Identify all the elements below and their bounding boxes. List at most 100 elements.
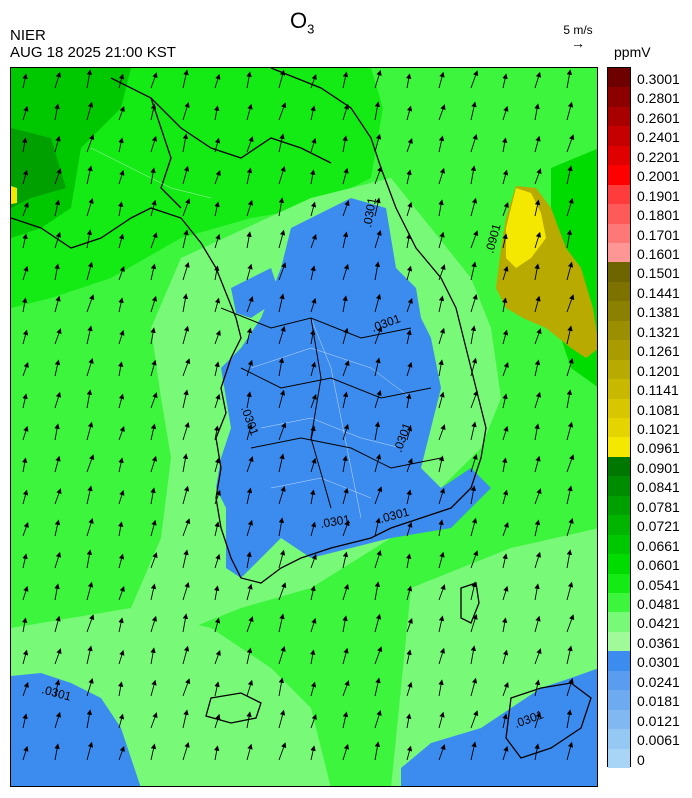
wind-arrow-icon xyxy=(374,486,383,505)
wind-arrow-icon xyxy=(374,69,382,89)
wind-arrow-icon xyxy=(22,425,29,441)
wind-arrow-icon xyxy=(150,327,156,345)
wind-arrow-icon xyxy=(566,581,574,601)
wind-arrow-icon xyxy=(246,519,254,537)
contour-label: .0301 xyxy=(319,512,351,531)
wind-arrow-icon xyxy=(54,168,62,185)
wind-arrow-icon xyxy=(438,167,446,185)
wind-arrow-icon xyxy=(406,329,412,345)
wind-arrow-icon xyxy=(118,233,125,249)
wind-arrow-icon xyxy=(246,231,252,249)
wind-arrow-icon xyxy=(182,101,190,121)
wind-arrow-icon xyxy=(534,551,542,569)
province-borders xyxy=(220,307,442,509)
wind-arrow-icon xyxy=(566,229,573,249)
wind-arrow-icon xyxy=(22,169,29,185)
wind-arrow-icon xyxy=(182,69,189,89)
wind-arrow-icon xyxy=(278,549,286,569)
wind-arrow-icon xyxy=(566,421,574,441)
wind-arrow-icon xyxy=(502,329,509,345)
wind-arrow-icon xyxy=(246,71,252,89)
legend-tick-label: 0.0121 xyxy=(637,712,680,729)
wind-arrow-icon xyxy=(310,521,317,537)
wind-arrow-icon xyxy=(214,137,221,153)
legend-swatch xyxy=(608,456,630,477)
legend-tick-label: 0.0061 xyxy=(637,732,680,749)
wind-arrow-icon xyxy=(566,709,573,729)
legend-swatch xyxy=(608,379,630,400)
wind-arrow-icon xyxy=(182,613,189,633)
legend-tick-label: 0.0301 xyxy=(637,654,680,671)
wind-arrow-icon xyxy=(310,137,317,153)
wind-arrow-icon xyxy=(310,169,316,185)
wind-arrow-icon xyxy=(54,488,62,505)
ozone-map: .0901 .0301 .0301 .0301 .0301 .0301 .030… xyxy=(10,67,598,787)
wind-arrow-icon xyxy=(150,647,156,665)
wind-arrow-icon xyxy=(470,645,477,665)
legend-swatch xyxy=(608,709,630,730)
wind-arrow-icon xyxy=(406,553,412,569)
wind-arrow-icon xyxy=(534,168,542,185)
wind-arrow-icon xyxy=(566,101,574,121)
wind-arrow-icon xyxy=(470,70,479,89)
wind-arrow-icon xyxy=(86,165,93,185)
wind-arrow-icon xyxy=(566,357,574,377)
wind-arrow-icon xyxy=(54,263,60,281)
wind-arrow-icon xyxy=(566,389,573,409)
wind-arrow-icon xyxy=(278,133,285,153)
wind-arrow-icon xyxy=(310,201,317,217)
wind-arrow-icon xyxy=(534,423,540,441)
legend-swatch xyxy=(608,418,630,438)
wind-arrow-icon xyxy=(406,745,413,761)
wind-arrow-icon xyxy=(566,294,575,313)
wind-arrow-icon xyxy=(470,390,479,409)
legend-tick-label: 0.2601 xyxy=(637,109,680,126)
wind-arrow-icon xyxy=(246,487,253,505)
wind-arrow-icon xyxy=(150,679,157,697)
wind-arrow-icon xyxy=(438,711,445,729)
map-canvas: .0901 .0301 .0301 .0301 .0301 .0301 .030… xyxy=(11,68,597,786)
wind-arrow-icon xyxy=(22,201,29,217)
wind-arrow-icon xyxy=(438,487,446,505)
legend-swatch xyxy=(608,340,630,361)
contour-label: .0301 xyxy=(360,196,379,228)
wind-arrow-icon xyxy=(438,744,446,761)
wind-arrow-icon xyxy=(534,295,541,313)
wind-arrow-icon xyxy=(374,613,382,633)
wind-arrow-icon xyxy=(182,741,190,761)
wind-arrow-icon xyxy=(86,357,94,377)
wind-arrow-icon xyxy=(246,711,252,729)
legend-tick-label: 0.0601 xyxy=(637,557,680,574)
wind-arrow-icon xyxy=(566,677,574,697)
wind-arrow-icon xyxy=(278,262,287,281)
wind-arrow-icon xyxy=(342,71,349,89)
wind-arrow-icon xyxy=(374,357,381,377)
wind-arrow-icon xyxy=(182,133,189,153)
wind-arrow-icon xyxy=(278,517,285,537)
wind-arrow-icon xyxy=(54,648,62,665)
legend-tick-label: 0.1021 xyxy=(637,421,680,437)
wind-arrow-icon xyxy=(406,265,413,281)
wind-arrow-icon xyxy=(150,487,156,505)
legend-tick-label: 0.2001 xyxy=(637,168,680,185)
wind-arrow-icon xyxy=(22,585,29,601)
wind-arrow-icon xyxy=(278,69,286,89)
wind-arrow-icon xyxy=(246,327,253,345)
wind-vectors xyxy=(22,69,575,761)
wind-arrow-icon xyxy=(470,357,478,377)
legend-swatch xyxy=(608,165,630,186)
wind-arrow-icon xyxy=(438,199,444,217)
wind-arrow-icon xyxy=(566,69,573,89)
wind-arrow-icon xyxy=(374,229,382,249)
legend-swatch xyxy=(608,593,630,613)
wind-arrow-icon xyxy=(342,360,350,377)
wind-arrow-icon xyxy=(54,583,60,601)
wind-arrow-icon xyxy=(278,197,285,217)
legend-tick-label: 0.1141 xyxy=(637,382,679,399)
color-legend xyxy=(607,67,631,769)
legend-swatch xyxy=(608,184,630,205)
wind-arrow-icon xyxy=(22,361,29,377)
legend-swatch xyxy=(608,534,630,555)
wind-arrow-icon xyxy=(374,581,381,601)
wind-arrow-icon xyxy=(278,229,286,249)
